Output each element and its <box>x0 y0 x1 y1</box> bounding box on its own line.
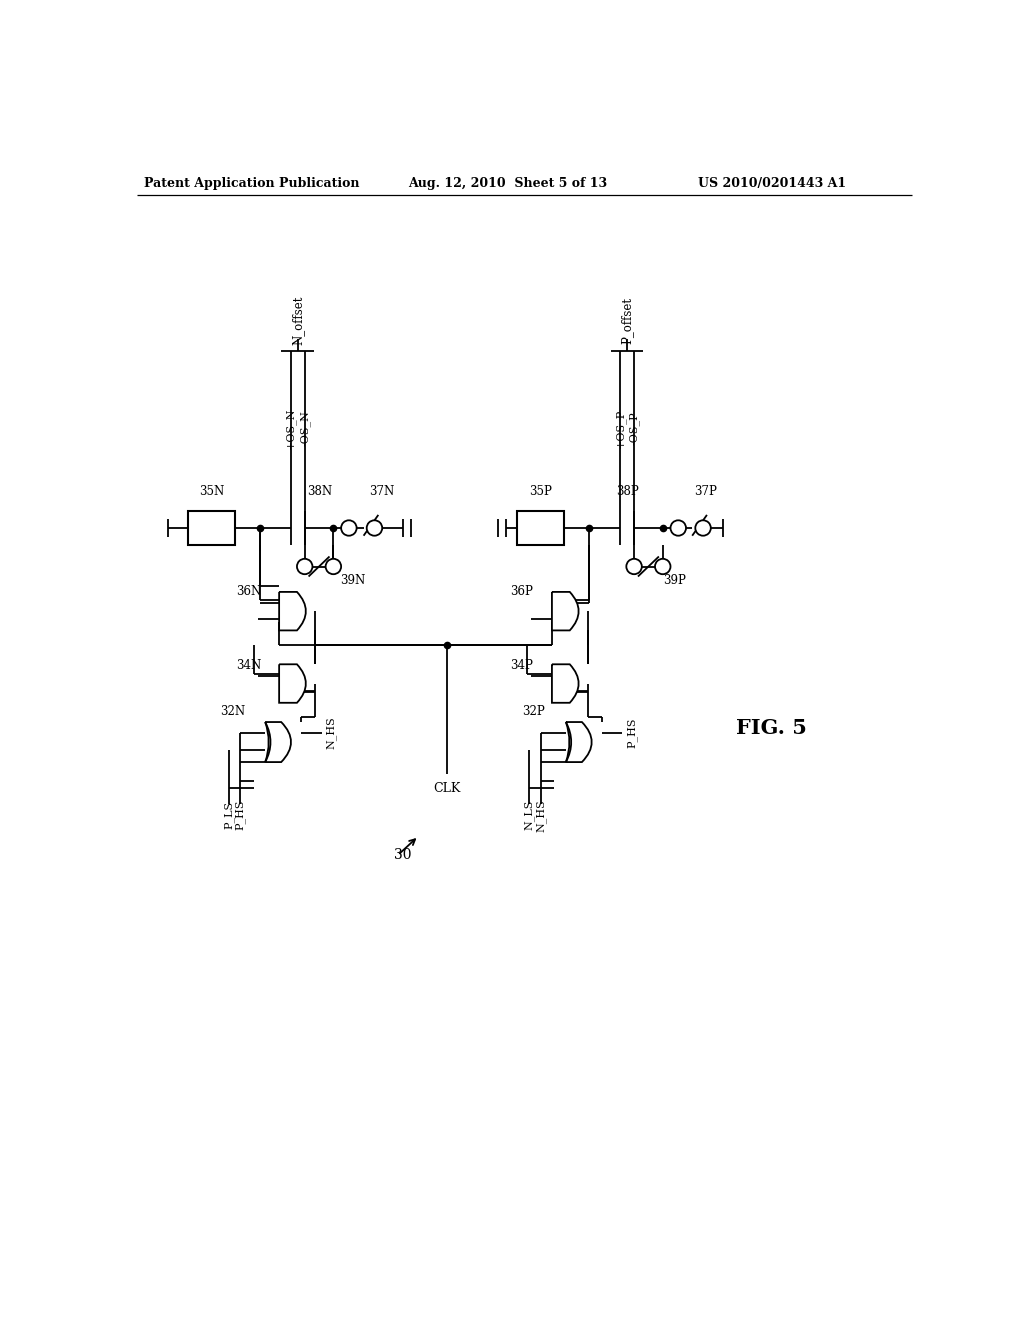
Text: +OS_P: +OS_P <box>614 408 626 447</box>
Text: US 2010/0201443 A1: US 2010/0201443 A1 <box>697 177 846 190</box>
Text: 32P: 32P <box>522 705 545 718</box>
Bar <box>517 511 563 545</box>
Text: 38P: 38P <box>615 484 639 498</box>
PathPatch shape <box>265 722 291 762</box>
PathPatch shape <box>280 664 306 702</box>
Circle shape <box>297 558 312 574</box>
Text: N_LS: N_LS <box>524 800 535 830</box>
Text: N_HS: N_HS <box>536 799 547 832</box>
Text: CLK: CLK <box>433 781 461 795</box>
Text: 30: 30 <box>394 849 412 862</box>
Text: 39P: 39P <box>663 574 686 587</box>
Text: -OS_N: -OS_N <box>299 411 310 446</box>
Text: Patent Application Publication: Patent Application Publication <box>143 177 359 190</box>
Circle shape <box>695 520 711 536</box>
Text: 34N: 34N <box>237 659 261 672</box>
Text: Aug. 12, 2010  Sheet 5 of 13: Aug. 12, 2010 Sheet 5 of 13 <box>409 177 607 190</box>
Text: 32N: 32N <box>220 705 245 718</box>
PathPatch shape <box>280 591 306 631</box>
Text: 37N: 37N <box>370 484 395 498</box>
Circle shape <box>341 520 356 536</box>
Text: N_offset: N_offset <box>291 296 304 345</box>
Text: P_offset: P_offset <box>621 297 634 343</box>
Text: 38N: 38N <box>307 484 332 498</box>
Circle shape <box>655 558 671 574</box>
Circle shape <box>326 558 341 574</box>
Text: N_HS: N_HS <box>326 717 336 750</box>
Text: -OS_P: -OS_P <box>629 411 639 445</box>
Circle shape <box>671 520 686 536</box>
Text: P_HS: P_HS <box>627 718 637 748</box>
Text: FIG. 5: FIG. 5 <box>736 718 807 738</box>
PathPatch shape <box>552 664 579 702</box>
Text: 36P: 36P <box>510 585 534 598</box>
PathPatch shape <box>566 722 592 762</box>
Text: 35N: 35N <box>199 484 224 498</box>
Text: 34P: 34P <box>510 659 534 672</box>
Text: P_HS: P_HS <box>236 800 246 830</box>
Text: 37P: 37P <box>694 484 717 498</box>
Circle shape <box>367 520 382 536</box>
Circle shape <box>627 558 642 574</box>
Text: +OS_N: +OS_N <box>286 407 296 449</box>
Text: 35P: 35P <box>528 484 552 498</box>
Text: 39N: 39N <box>340 574 366 587</box>
Text: 36N: 36N <box>237 585 261 598</box>
Bar <box>188 511 234 545</box>
Text: P_LS: P_LS <box>223 801 234 829</box>
PathPatch shape <box>552 591 579 631</box>
